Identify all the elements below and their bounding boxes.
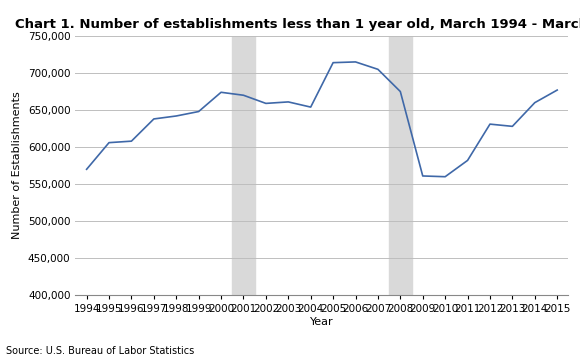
Text: Source: U.S. Bureau of Labor Statistics: Source: U.S. Bureau of Labor Statistics [6,346,194,356]
Bar [232,36,255,295]
Y-axis label: Number of Establishments: Number of Establishments [12,92,23,239]
X-axis label: Year: Year [310,317,333,327]
Title: Chart 1. Number of establishments less than 1 year old, March 1994 - March 2015: Chart 1. Number of establishments less t… [14,18,580,31]
Bar [389,36,412,295]
